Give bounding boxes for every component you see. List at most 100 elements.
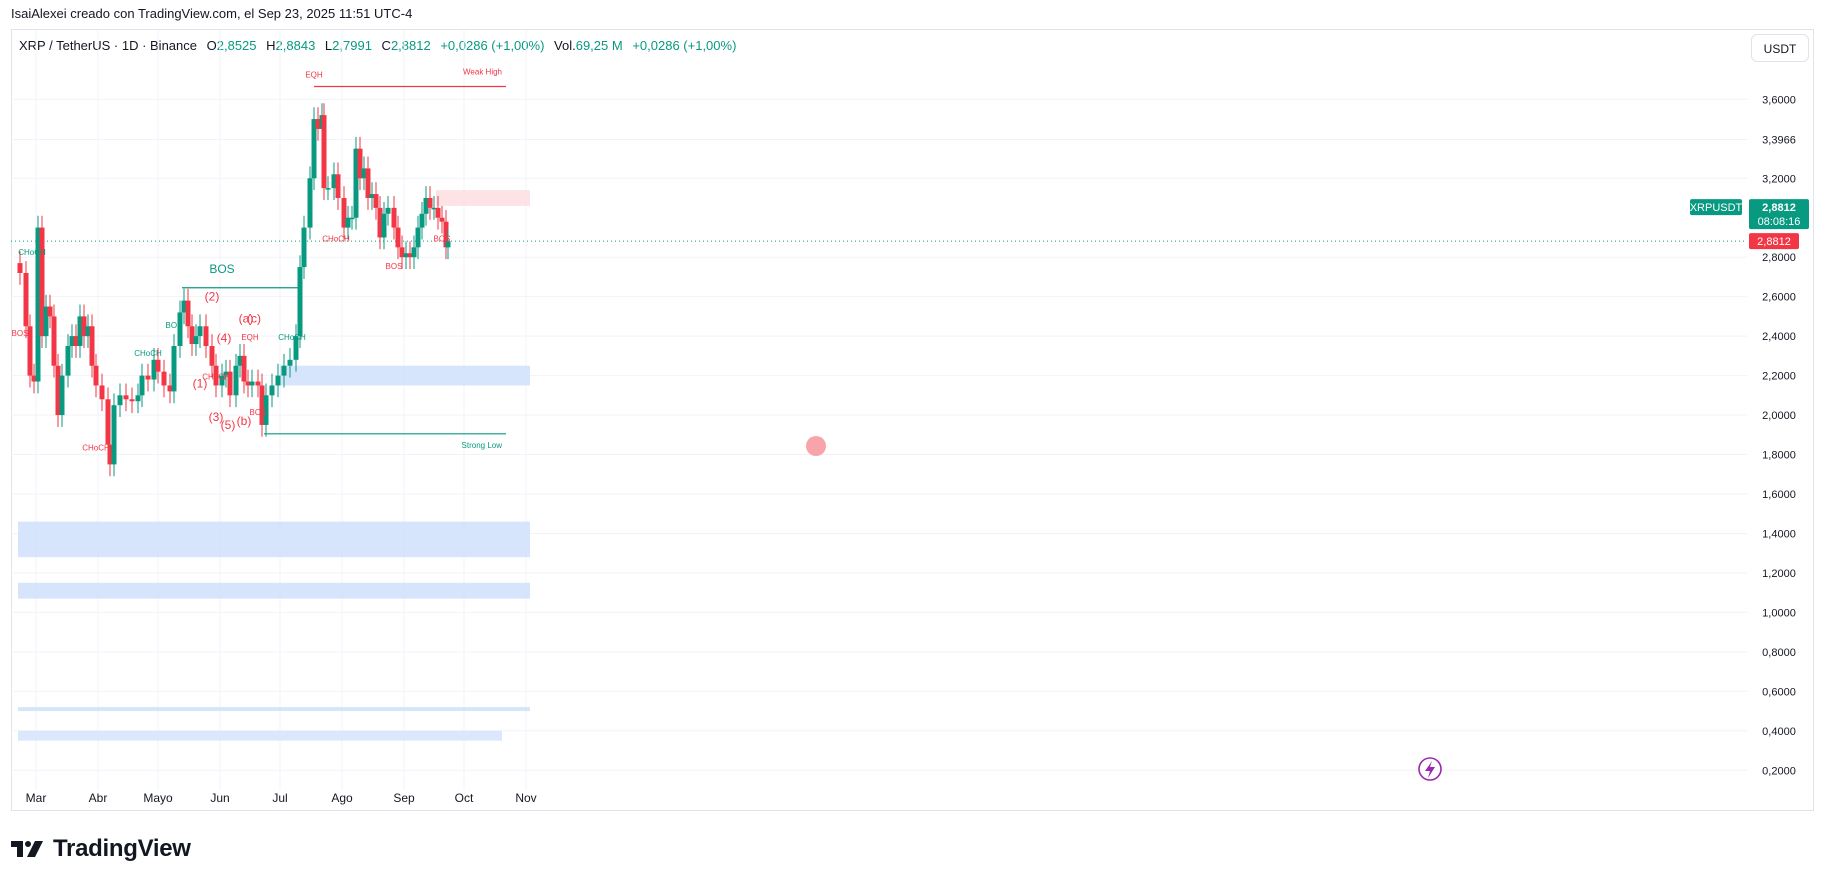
candle [293,336,299,360]
price-tag-value: 2,8812 [1762,202,1796,214]
annotation-label: BOS [386,262,403,271]
candle [151,359,157,380]
candle [117,395,123,406]
zone [18,582,530,599]
candle [47,306,53,317]
annotation-label: CHoCH [278,333,306,342]
candle [171,346,177,392]
y-tick-label: 3,2000 [1762,173,1796,185]
candle [259,385,265,425]
candle [263,395,269,425]
candle [27,326,33,376]
annotation-label: CHoCH [322,234,350,243]
symbol-tag [1690,199,1742,216]
annotation-label: (c) [247,311,261,325]
candle [135,395,141,402]
symbol-name[interactable]: XRP / TetherUS · 1D · Binance [19,38,197,53]
candles [17,103,451,477]
candle [197,326,203,337]
candle [307,178,313,228]
tradingview-logo[interactable]: TradingView [11,835,191,863]
candle [427,198,433,208]
candle [301,227,307,268]
price-tag-red-value: 2,8812 [1757,236,1791,248]
candle [55,365,61,416]
zone [280,365,530,386]
candle [93,365,99,386]
x-tick-label: Jul [272,791,287,805]
candle [35,227,41,382]
currency-button[interactable]: USDT [1751,34,1809,62]
supply-demand-zones [18,190,530,741]
candle [89,326,95,366]
candle [357,148,363,179]
x-tick-label: Mayo [143,791,173,805]
candle [233,365,239,396]
candle [431,207,437,210]
candle [415,227,421,248]
zone [18,521,530,558]
time-axis[interactable]: Mar Abr Mayo Jun Jul Ago Sep Oct Nov [26,791,537,805]
y-tick-label: 0,2000 [1762,765,1796,777]
candle [395,227,401,248]
y-tick-label: 2,8000 [1762,252,1796,264]
candle [69,336,75,346]
annotation-label: EQH [305,71,323,80]
candle [177,312,183,346]
candle [341,198,347,228]
candle [189,326,195,345]
candle [297,267,303,337]
candle [399,247,405,258]
countdown-timer: 08:08:16 [1758,216,1801,228]
misc-markers [806,436,1442,781]
price-tag [1749,199,1809,230]
candle [361,168,367,179]
price-tags: XRPUSDT 2,8812 08:08:16 2,8812 [1690,199,1809,250]
candle [419,213,425,228]
volume-value: 69,25 M [575,38,623,53]
candle [209,346,215,366]
candle [349,217,355,220]
open-label: O [206,38,217,53]
candle [353,148,359,218]
candle [287,359,293,366]
price-tag-red [1749,233,1799,250]
published-info: IsaiAlexei creado con TradingView.com, e… [11,6,413,21]
lightning-icon[interactable] [1418,757,1442,781]
candle [241,355,247,382]
y-tick-label: 1,2000 [1762,568,1796,580]
candle [219,375,225,386]
candle [365,168,371,198]
candle [439,217,445,222]
candle [443,221,449,248]
y-tick-label: 2,4000 [1762,331,1796,343]
y-tick-label: 1,8000 [1762,450,1796,462]
candle [345,217,351,228]
zone [18,730,502,741]
annotation-label: (2) [205,290,220,304]
candle [111,405,117,465]
annotation-label: BOS [12,329,29,338]
annotation-label: CHoCH [134,349,162,358]
low-marker-dot [806,436,826,456]
candle [391,207,397,228]
candle [43,306,49,337]
candle [23,272,29,327]
candle [223,371,229,376]
candle [275,375,281,386]
candle [107,444,113,465]
annotation-label: BOS [209,262,234,276]
x-tick-label: Jun [210,791,229,805]
x-tick-label: Oct [455,791,474,805]
chart-frame [11,29,1814,811]
candle [105,399,111,445]
price-axis[interactable]: 3,6000 3,3966 3,2000 2,8000 2,6000 2,4000 2,20… [1762,94,1796,777]
annotation-label: (5) [221,418,236,432]
y-tick-label: 1,0000 [1762,607,1796,619]
candle [181,300,187,313]
candle [77,316,83,346]
candle [373,194,379,208]
annotation-label: (a) [239,311,254,325]
y-tick-label: 0,4000 [1762,726,1796,738]
